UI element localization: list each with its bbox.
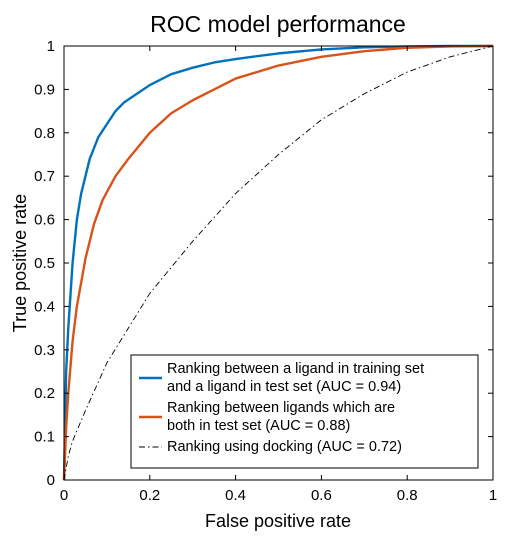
y-tick-label: 0.1 (34, 429, 55, 446)
legend-label-2: both in test set (AUC = 0.88) (167, 418, 350, 434)
y-tick-label: 0.2 (34, 385, 55, 402)
y-tick-label: 0.3 (34, 342, 55, 359)
y-tick-label: 0.6 (34, 212, 55, 229)
x-tick-label: 0.2 (139, 487, 160, 504)
x-tick-label: 0.4 (225, 487, 246, 504)
series-line-3 (63, 45, 494, 481)
legend: Ranking between a ligand in training set… (130, 354, 479, 469)
chart-title: ROC model performance (150, 11, 406, 37)
series-line-2 (62, 44, 494, 481)
legend-label-2: Ranking between ligands which are (167, 400, 395, 416)
y-tick-label: 0 (47, 472, 55, 489)
x-tick-label: 0 (60, 487, 68, 504)
y-tick-label: 0.7 (34, 168, 55, 185)
y-tick-label: 0.9 (34, 81, 55, 98)
y-tick-label: 1 (47, 38, 55, 55)
series-line-1 (62, 44, 493, 481)
legend-box (130, 354, 479, 469)
x-tick-label: 0.6 (311, 487, 332, 504)
x-axis-label: False positive rate (205, 511, 351, 531)
legend-label-3: Ranking using docking (AUC = 0.72) (167, 439, 402, 455)
y-tick-label: 0.5 (34, 255, 55, 272)
x-tick-label: 0.8 (397, 487, 418, 504)
axes: 0 0.2 0.4 0.6 0.8 1 0 0.1 0.2 0.3 0.4 0.5 0.6 0.7 0.8 0… (34, 38, 497, 504)
y-axis-label: True positive rate (10, 194, 30, 332)
legend-label-1: Ranking between a ligand in training set (167, 361, 424, 377)
legend-label-1: and a ligand in test set (AUC = 0.94) (167, 379, 401, 395)
x-tick-label: 1 (489, 487, 497, 504)
y-tick-label: 0.4 (34, 298, 55, 315)
y-tick-label: 0.8 (34, 125, 55, 142)
plot-area (62, 44, 494, 481)
